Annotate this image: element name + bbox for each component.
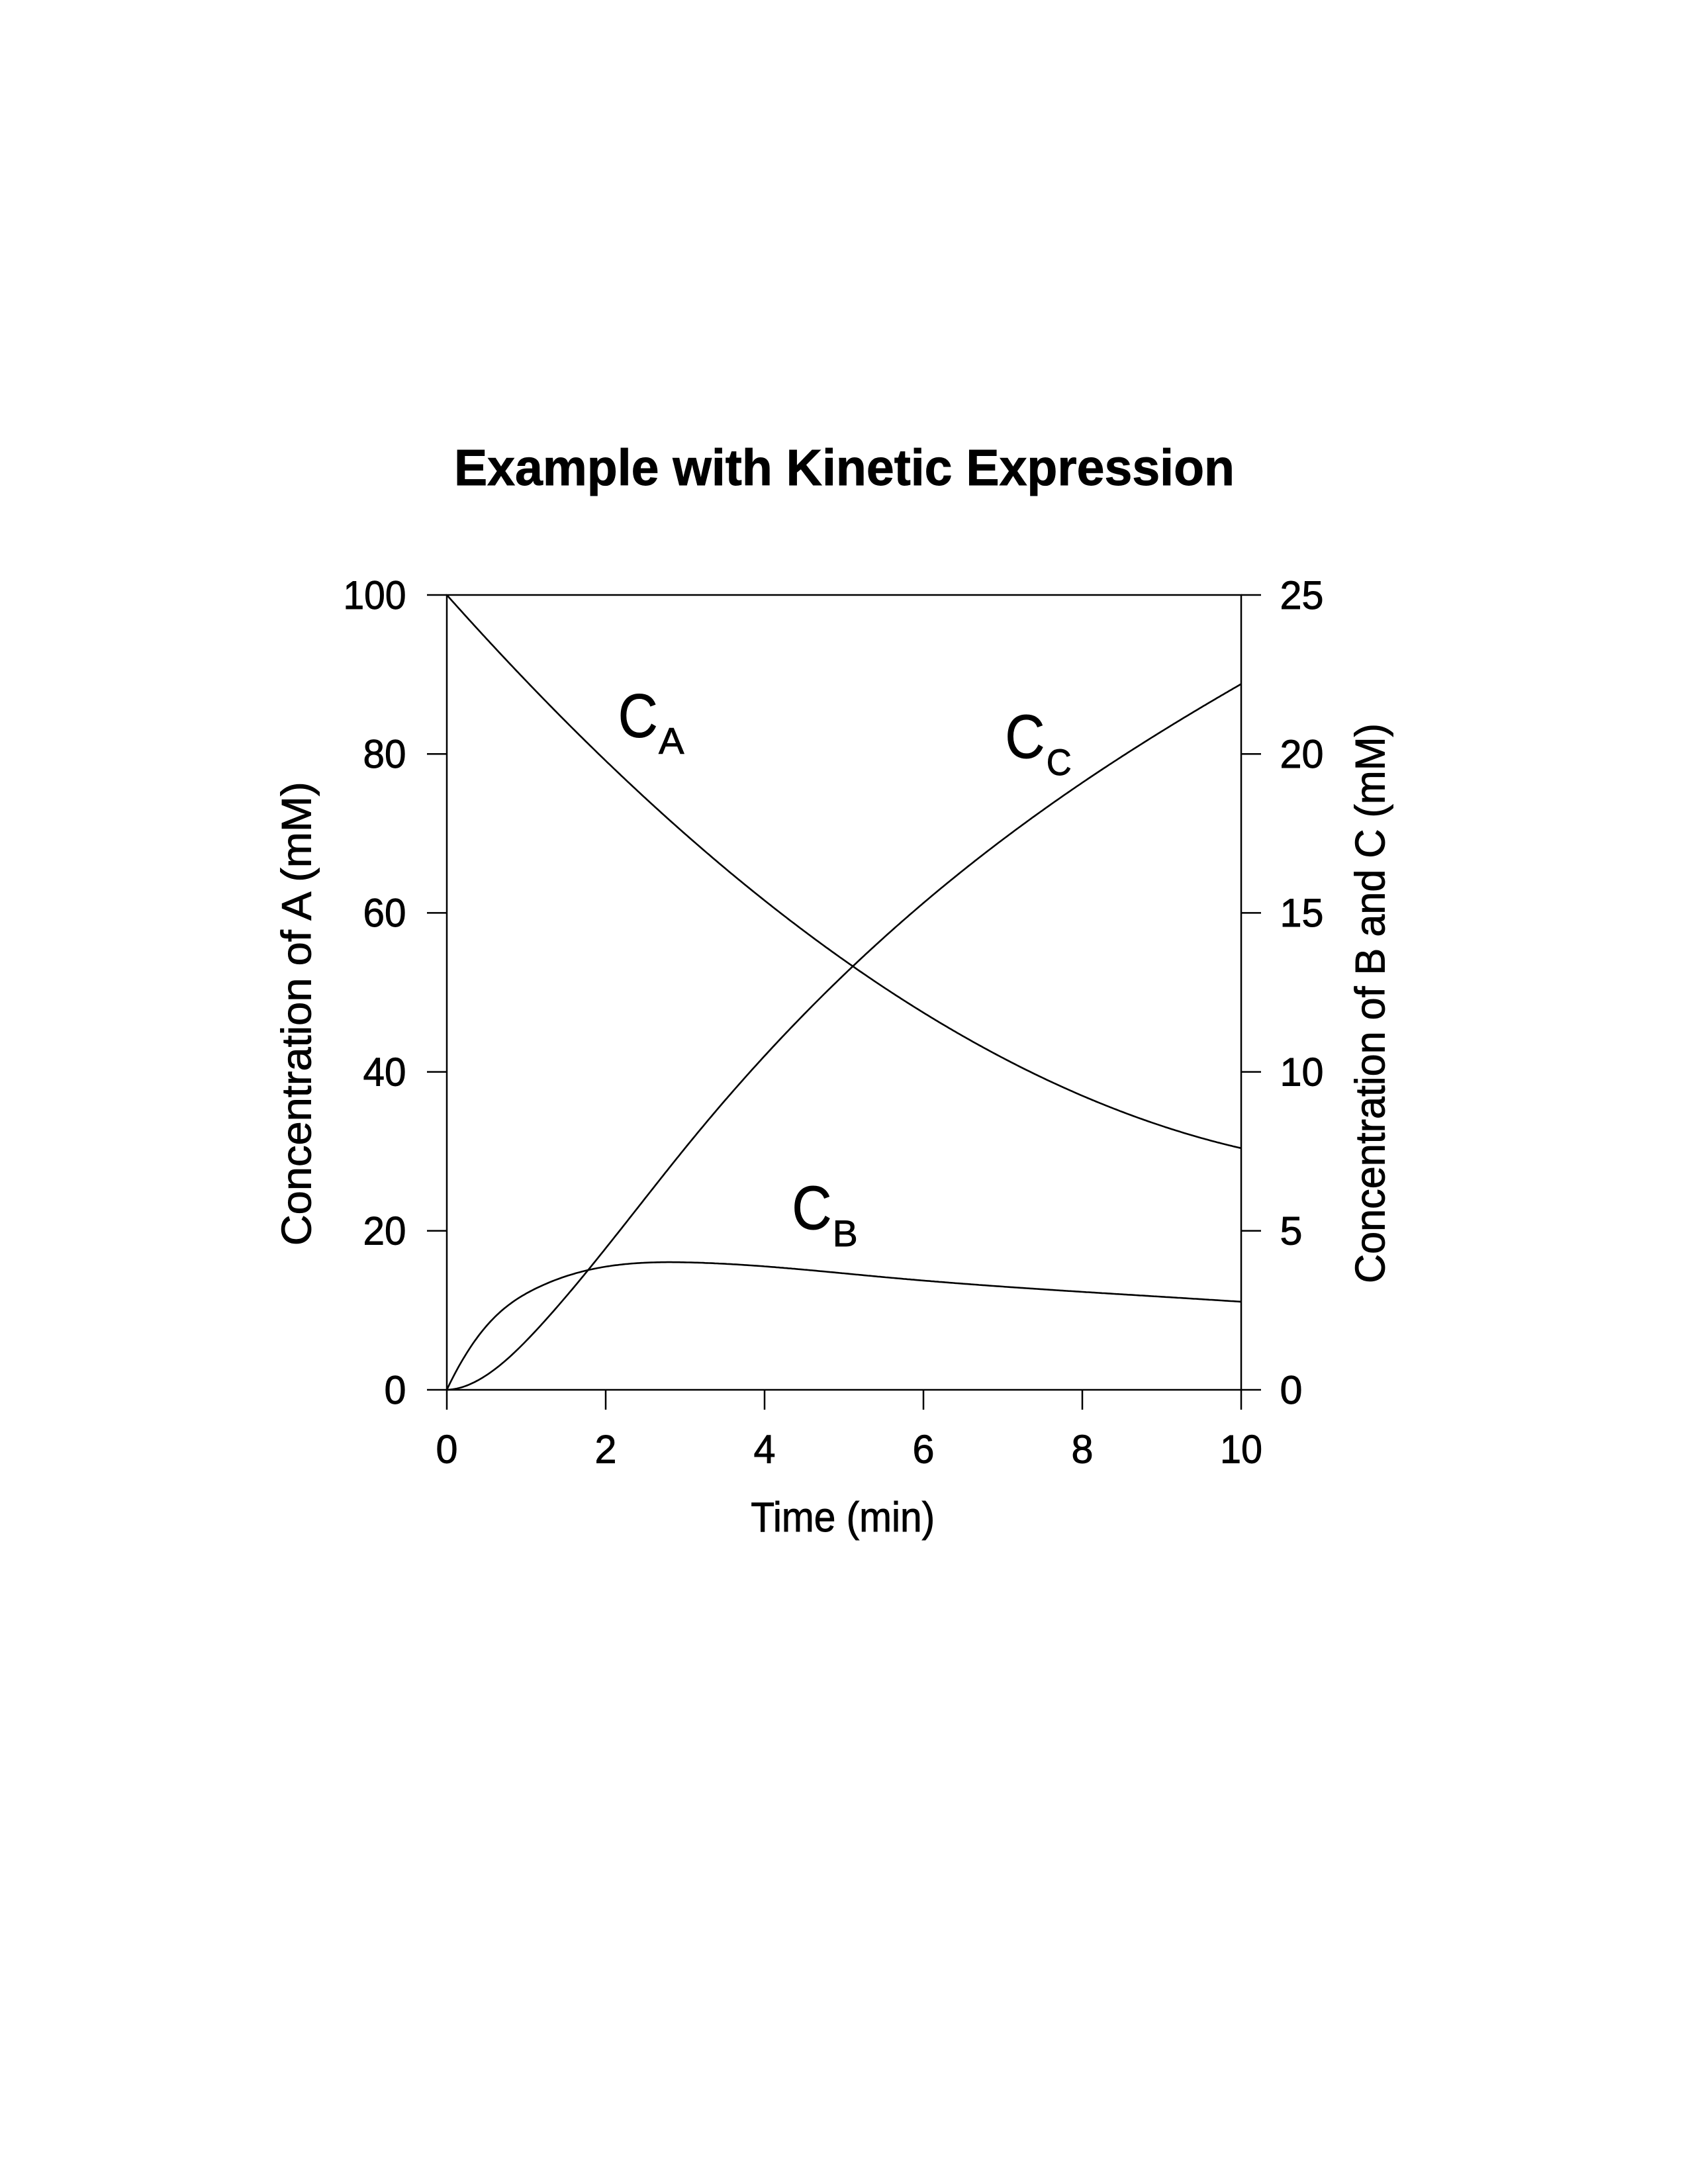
svg-text:80: 80: [363, 731, 406, 776]
svg-text:25: 25: [1280, 572, 1324, 617]
svg-text:20: 20: [363, 1208, 406, 1253]
svg-text:100: 100: [344, 572, 406, 617]
svg-text:5: 5: [1280, 1208, 1303, 1253]
svg-text:Time (min): Time (min): [751, 1494, 935, 1541]
svg-text:40: 40: [363, 1049, 406, 1094]
svg-text:C: C: [1047, 741, 1072, 783]
svg-text:C: C: [792, 1173, 831, 1242]
svg-text:B: B: [833, 1212, 858, 1254]
svg-text:Example with Kinetic Expressio: Example with Kinetic Expression: [454, 439, 1235, 496]
svg-text:10: 10: [1280, 1049, 1324, 1094]
svg-text:A: A: [659, 720, 684, 762]
svg-text:10: 10: [1220, 1427, 1262, 1472]
svg-text:20: 20: [1280, 731, 1324, 776]
svg-text:4: 4: [754, 1427, 776, 1472]
svg-text:6: 6: [913, 1427, 935, 1472]
svg-text:C: C: [1005, 702, 1045, 771]
svg-text:Concentration of A (mM): Concentration of A (mM): [274, 782, 320, 1246]
svg-text:0: 0: [436, 1427, 458, 1472]
svg-text:8: 8: [1072, 1427, 1094, 1472]
svg-text:15: 15: [1280, 890, 1324, 935]
svg-text:C: C: [618, 682, 658, 751]
svg-text:2: 2: [595, 1427, 617, 1472]
svg-text:0: 0: [385, 1367, 406, 1412]
svg-text:0: 0: [1280, 1367, 1303, 1412]
svg-text:60: 60: [363, 890, 406, 935]
svg-text:Concentration of B and C (mM): Concentration of B and C (mM): [1348, 723, 1394, 1283]
